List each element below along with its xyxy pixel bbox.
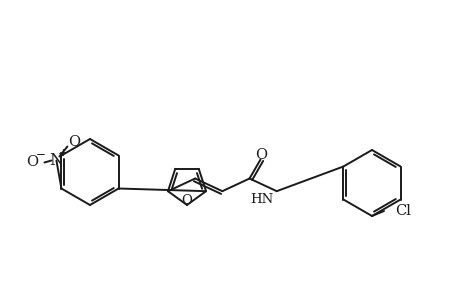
Text: +: +: [59, 148, 67, 158]
Text: N: N: [49, 152, 63, 169]
Text: Cl: Cl: [394, 204, 410, 218]
Text: O: O: [255, 148, 267, 162]
Text: −: −: [35, 148, 45, 161]
Text: O: O: [26, 155, 39, 170]
Text: O: O: [181, 194, 192, 208]
Text: O: O: [68, 134, 80, 148]
Text: HN: HN: [250, 193, 273, 206]
